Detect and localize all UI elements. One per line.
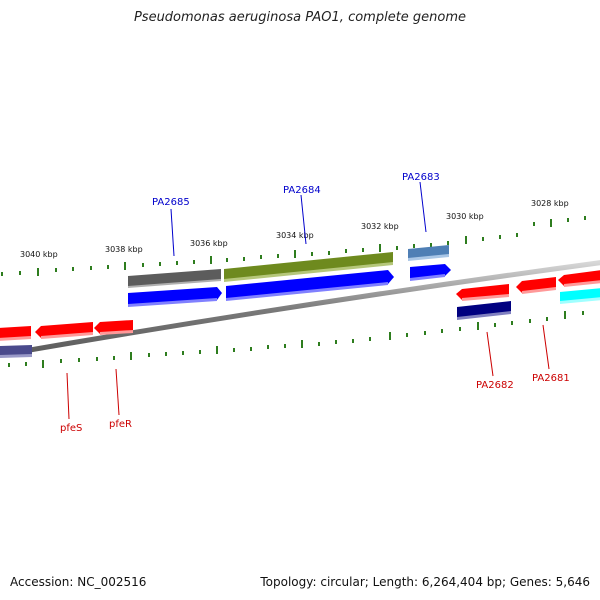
tick-label: 3038 kbp (105, 245, 143, 254)
gene-feature[interactable] (410, 274, 445, 281)
gene-feature[interactable] (560, 297, 600, 304)
gene-feature[interactable] (522, 287, 556, 294)
forward-leader-lines (170, 181, 427, 257)
tick-label: 3036 kbp (190, 239, 228, 248)
gene-feature[interactable] (226, 282, 388, 301)
gene-label-pfes[interactable]: pfeS (60, 423, 82, 434)
gene-label-pa2685[interactable]: PA2685 (152, 197, 190, 208)
gene-feature[interactable] (224, 262, 393, 282)
tick-label: 3030 kbp (446, 212, 484, 221)
accession-label: Accession: NC_002516 (10, 575, 147, 589)
reverse-leader-lines (66, 324, 550, 420)
gene-feature[interactable] (41, 332, 93, 339)
tick-label: 3040 kbp (20, 250, 58, 259)
gene-feature[interactable] (94, 320, 133, 334)
forward-genes (128, 245, 451, 307)
outer-tick-row (1, 216, 586, 276)
gene-label-pa2683[interactable]: PA2683 (402, 172, 440, 183)
gene-feature[interactable] (0, 326, 31, 340)
gene-feature[interactable] (128, 269, 221, 287)
gene-label-pfer[interactable]: pfeR (109, 419, 132, 430)
tick-label: 3032 kbp (361, 222, 399, 231)
genome-summary: Topology: circular; Length: 6,264,404 bp… (260, 575, 590, 589)
tick-label: 3028 kbp (531, 199, 569, 208)
reverse-genes (0, 270, 600, 358)
map-title: Pseudomonas aeruginosa PAO1, complete ge… (133, 10, 467, 25)
gene-feature[interactable] (0, 354, 32, 358)
gene-feature[interactable] (100, 330, 133, 335)
gene-feature[interactable] (564, 280, 600, 287)
gene-feature[interactable] (408, 254, 449, 261)
tick-label: 3034 kbp (276, 231, 314, 240)
gene-feature[interactable] (128, 298, 217, 307)
gene-label-pa2681[interactable]: PA2681 (532, 373, 570, 384)
gene-feature[interactable] (0, 336, 31, 341)
gene-feature[interactable] (224, 252, 393, 281)
inner-tick-row (8, 311, 584, 368)
gene-label-pa2684[interactable]: PA2684 (283, 185, 321, 196)
gene-feature[interactable] (128, 287, 222, 306)
gene-feature[interactable] (128, 279, 221, 288)
genome-backbone (0, 260, 600, 358)
gene-feature[interactable] (457, 311, 511, 320)
gene-label-pa2682[interactable]: PA2682 (476, 380, 514, 391)
gene-feature[interactable] (462, 294, 509, 301)
gene-feature[interactable] (0, 345, 32, 357)
gene-feature[interactable] (226, 270, 394, 300)
